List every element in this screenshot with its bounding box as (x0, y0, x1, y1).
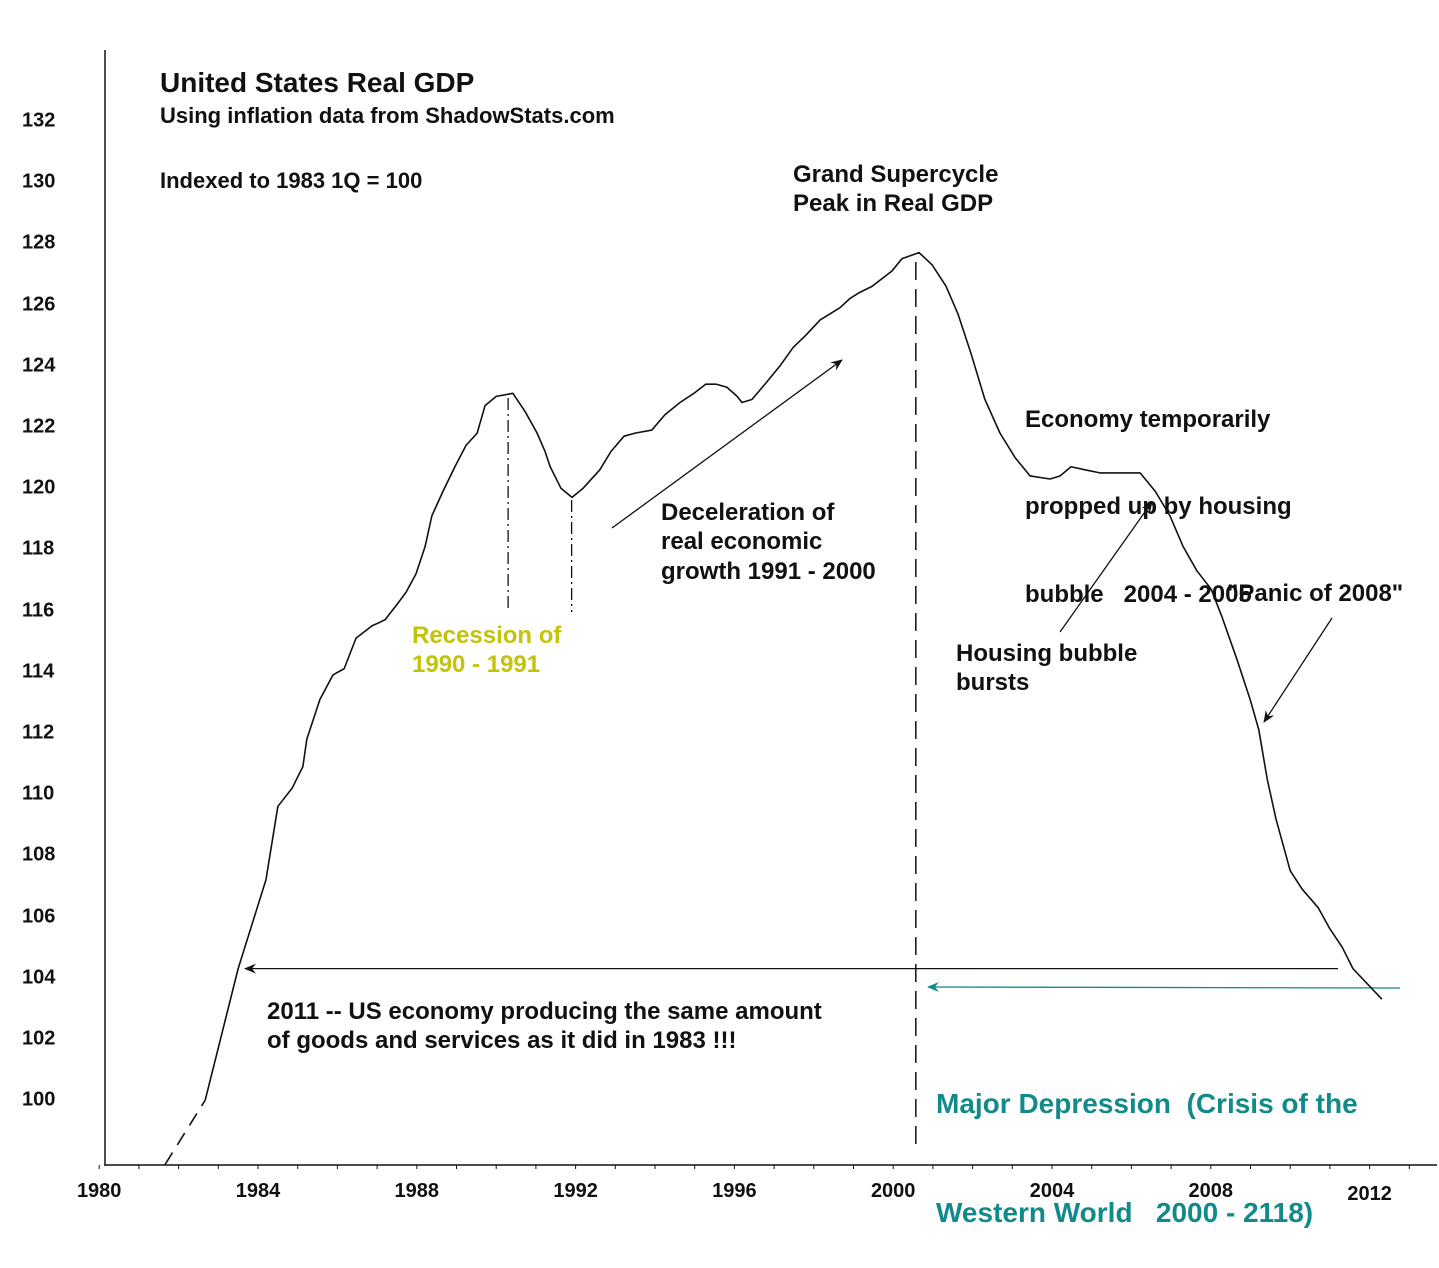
x-tick-label: 2000 (870, 1180, 916, 1202)
depression-arrow (927, 982, 1401, 993)
y-tick-label: 132 (22, 109, 56, 132)
y-tick-label: 124 (22, 354, 56, 377)
chart-index-note: Indexed to 1983 1Q = 100 (160, 168, 423, 193)
y-tick-label: 104 (22, 966, 56, 989)
annotation-depression: Major Depression (Crisis of the Western … (936, 1013, 1358, 1268)
y-tick-label: 128 (22, 231, 56, 254)
x-tick-label: 1988 (394, 1180, 440, 1202)
y-tick-label: 118 (22, 537, 55, 560)
annotation-housing: Housing bubble bursts (956, 639, 1137, 698)
y-tick-label: 100 (22, 1088, 56, 1111)
annotation-line: Recession of (412, 622, 562, 649)
annotation-propped: Economy temporarily propped up by housin… (1025, 346, 1292, 639)
x-tick-label: 1996 (712, 1180, 757, 1202)
x-tick-label: 1984 (235, 1180, 281, 1202)
annotation-line: 2011 -- US economy producing the same am… (267, 998, 822, 1025)
x-tick-label: 2008 (1188, 1180, 1234, 1202)
annotation-peak: Grand Supercycle Peak in Real GDP (793, 160, 998, 219)
y-tick-label: 116 (22, 599, 55, 622)
annotation-line: Grand Supercycle (793, 161, 999, 188)
annotation-line: Economy temporarily (1025, 405, 1271, 433)
annotation-line: bursts (956, 669, 1030, 697)
y-tick-label: 102 (22, 1027, 56, 1050)
x-tick-label: 1980 (76, 1180, 122, 1202)
annotation-line: Deceleration of (661, 499, 835, 526)
y-tick-label: 112 (22, 721, 55, 744)
gdp-series-line (204, 251, 1383, 1101)
x-tick-label: 2004 (1029, 1180, 1075, 1202)
x-tick-label: 1992 (553, 1180, 598, 1202)
annotation-line: Major Depression (Crisis of the (936, 1087, 1358, 1119)
chart-plot-area (98, 50, 1437, 1169)
annotation-line: 1990 - 1991 (412, 651, 541, 679)
y-tick-label: 114 (22, 660, 55, 683)
annotation-line: growth 1991 - 2000 (661, 557, 876, 585)
annotation-panic: "Panic of 2008" (1227, 579, 1403, 608)
housing-burst-arrow (1059, 501, 1153, 633)
annotation-line: propped up by housing (1025, 493, 1292, 521)
annotation-recession: Recession of 1990 - 1991 (412, 621, 561, 680)
annotation-line: "Panic of 2008" (1227, 580, 1404, 607)
y-tick-label: 130 (22, 170, 56, 193)
annotation-line: of goods and services as it did in 1983 … (267, 1027, 737, 1055)
y-tick-label: 106 (22, 905, 56, 928)
y-tick-label: 126 (22, 293, 56, 316)
y-tick-label: 110 (22, 782, 55, 805)
annotation-line: Peak in Real GDP (793, 190, 994, 218)
annotation-line: Western World 2000 - 2118) (936, 1196, 1314, 1228)
chart-subtitle: Using inflation data from ShadowStats.co… (160, 103, 615, 128)
x-tick-label: 2012 (1347, 1183, 1392, 1205)
annotation-same-level: 2011 -- US economy producing the same am… (267, 997, 822, 1056)
annotation-deceleration: Deceleration of real economic growth 199… (661, 498, 876, 586)
annotation-line: Housing bubble (956, 640, 1138, 667)
deceleration-arrow (611, 359, 843, 529)
y-tick-label: 122 (22, 415, 56, 438)
chart-title: United States Real GDP (160, 67, 475, 98)
series-dashed-start (164, 1099, 206, 1165)
annotation-line: real economic (661, 528, 823, 556)
y-tick-label: 108 (22, 843, 56, 866)
y-tick-label: 120 (22, 476, 56, 499)
annotation-line: bubble 2004 - 2005 (1025, 581, 1252, 609)
panic-arrow (1263, 617, 1333, 723)
